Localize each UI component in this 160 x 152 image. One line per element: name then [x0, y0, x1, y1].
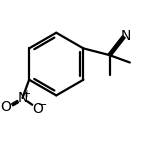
Text: +: +	[22, 89, 30, 99]
Text: O: O	[33, 102, 44, 116]
Text: O: O	[0, 100, 11, 114]
Text: N: N	[120, 29, 131, 43]
Text: −: −	[38, 100, 48, 110]
Text: N: N	[17, 91, 28, 105]
